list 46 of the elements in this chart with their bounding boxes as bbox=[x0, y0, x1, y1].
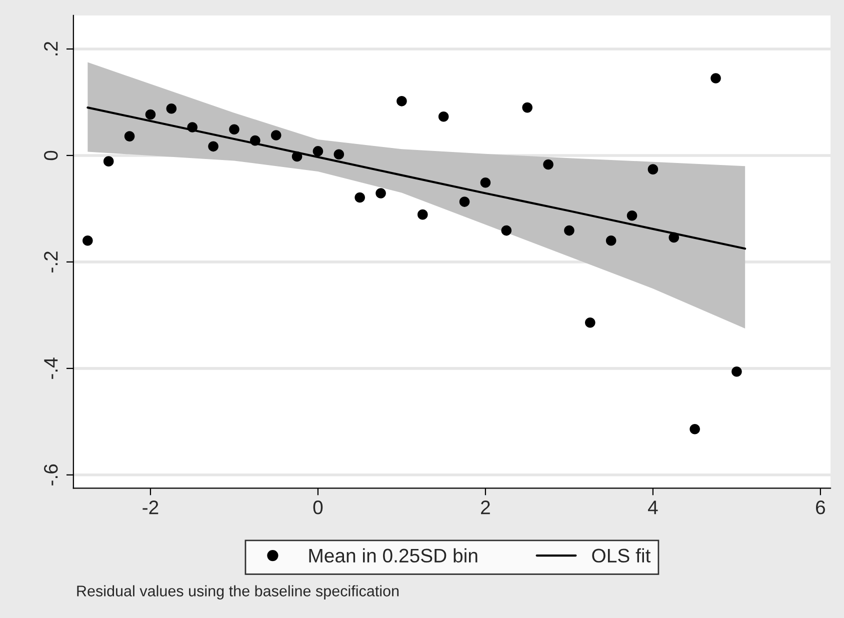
point bbox=[501, 225, 512, 236]
point bbox=[354, 192, 365, 203]
point bbox=[438, 111, 449, 122]
point bbox=[522, 102, 532, 113]
point bbox=[250, 135, 260, 146]
point bbox=[710, 73, 721, 84]
point bbox=[187, 122, 198, 132]
point bbox=[648, 164, 658, 174]
y-tick-label: -.4 bbox=[44, 358, 58, 379]
y-tick-label: .2 bbox=[44, 42, 58, 56]
x-tick-label: 6 bbox=[816, 500, 825, 514]
y-tick-label: 0 bbox=[44, 150, 58, 160]
point bbox=[459, 196, 470, 207]
point bbox=[606, 236, 616, 246]
point bbox=[229, 124, 240, 135]
point bbox=[292, 151, 302, 162]
legend-label: Mean in 0.25SD bin bbox=[309, 548, 478, 563]
point bbox=[584, 317, 596, 328]
point bbox=[312, 146, 324, 156]
legend-label: OLS fit bbox=[592, 548, 651, 563]
x-tick-label: 4 bbox=[648, 500, 658, 514]
point bbox=[543, 159, 554, 170]
point bbox=[564, 225, 574, 236]
y-tick-label: -.2 bbox=[44, 252, 58, 272]
point bbox=[334, 149, 344, 160]
x-tick-label: 2 bbox=[481, 500, 490, 514]
point bbox=[166, 103, 177, 114]
point bbox=[396, 96, 407, 106]
point bbox=[690, 424, 700, 434]
point bbox=[82, 236, 93, 246]
x-tick-label: 0 bbox=[313, 500, 323, 514]
point bbox=[480, 177, 491, 188]
text: Residual values using the baseline specification bbox=[77, 585, 399, 600]
line-series bbox=[86, 106, 746, 250]
point bbox=[145, 109, 156, 120]
point bbox=[270, 130, 282, 140]
point bbox=[124, 131, 135, 142]
point bbox=[418, 209, 428, 220]
y-tick-label: -.6 bbox=[44, 464, 58, 486]
point bbox=[626, 210, 638, 221]
x-tick-label: -2 bbox=[142, 500, 158, 514]
point bbox=[376, 188, 386, 198]
point bbox=[668, 232, 680, 243]
point bbox=[732, 366, 742, 377]
point bbox=[208, 141, 218, 152]
point bbox=[103, 156, 114, 166]
